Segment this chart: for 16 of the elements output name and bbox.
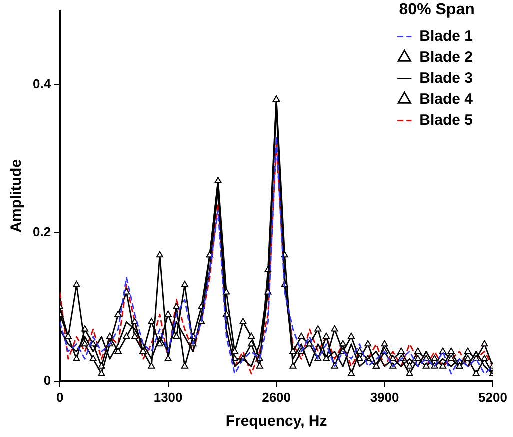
y-tick-label: 0 bbox=[44, 372, 52, 388]
legend-label: Blade 4 bbox=[420, 90, 474, 108]
y-axis-title: Amplitude bbox=[8, 159, 26, 233]
legend-label: Blade 1 bbox=[420, 28, 473, 45]
x-axis-title: Frequency, Hz bbox=[226, 413, 328, 430]
x-tick-label: 1300 bbox=[154, 390, 183, 405]
legend-title: 80% Span bbox=[399, 1, 475, 18]
y-tick-label: 0.4 bbox=[32, 76, 52, 92]
legend-label: Blade 3 bbox=[420, 70, 473, 87]
y-tick-label: 0.2 bbox=[32, 224, 52, 240]
x-tick-label: 0 bbox=[56, 390, 64, 405]
legend-label: Blade 2 bbox=[420, 48, 473, 66]
x-tick-label: 5200 bbox=[478, 390, 508, 405]
x-tick-label: 2600 bbox=[262, 390, 291, 405]
legend-label: Blade 5 bbox=[420, 112, 473, 129]
x-tick-label: 3900 bbox=[370, 390, 400, 405]
